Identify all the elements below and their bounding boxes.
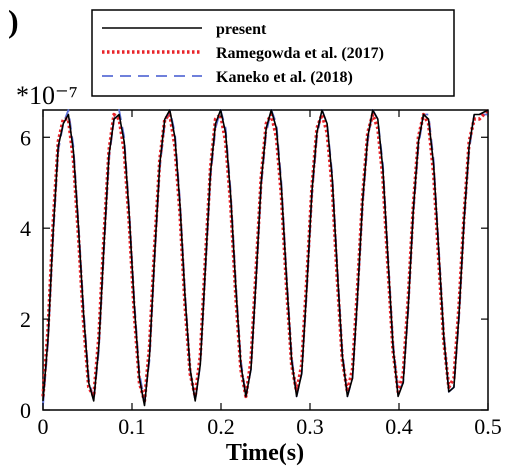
panel-label: )	[8, 3, 19, 39]
series-layer	[41, 108, 490, 407]
x-tick-label: 0.2	[207, 414, 235, 439]
plot-frame	[42, 109, 489, 411]
x-tick-label: 0.4	[385, 414, 413, 439]
x-axis-label: Time(s)	[226, 440, 304, 466]
y-tick-label: 2	[20, 307, 31, 332]
y-tick-label: 6	[20, 125, 31, 150]
x-tick-label: 0	[38, 414, 49, 439]
tick-layer: 0 0.1 0.2 0.3 0.4 0.5 0 2 4 6	[20, 110, 502, 439]
x-tick-label: 0.3	[296, 414, 324, 439]
series-line-1	[42, 109, 489, 407]
y-tick-label: 4	[20, 216, 31, 241]
x-tick-label: 0.1	[118, 414, 146, 439]
legend-label-2: Ramegowda et al. (2017)	[216, 45, 384, 62]
legend-label-3: Kaneko et al. (2018)	[216, 69, 353, 86]
legend-label-1: present	[216, 21, 267, 38]
legend: present Ramegowda et al. (2017) Kaneko et …	[91, 9, 455, 97]
y-tick-label: 0	[20, 398, 31, 423]
x-tick-label: 0.5	[474, 414, 502, 439]
legend-entries: present Ramegowda et al. (2017) Kaneko et …	[102, 21, 384, 86]
y-scale-label: *10⁻⁷	[16, 81, 78, 110]
